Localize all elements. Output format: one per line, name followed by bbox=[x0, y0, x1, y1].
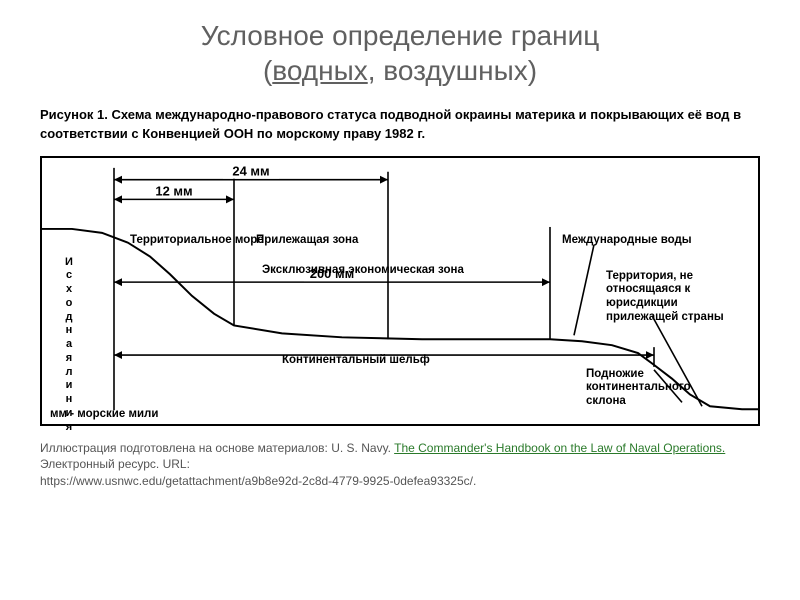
svg-text:12 мм: 12 мм bbox=[155, 183, 192, 198]
zone-international-waters: Международные воды bbox=[562, 234, 692, 248]
zone-slope-foot: Подножие континентального склона bbox=[586, 368, 726, 409]
zone-territorial-sea: Территориальное море bbox=[130, 234, 264, 248]
maritime-zones-diagram: 12 мм24 мм200 мм Исходнаялиния Территори… bbox=[40, 156, 760, 426]
slide-title: Условное определение границ (водных, воз… bbox=[40, 18, 760, 88]
figure-caption: Рисунок 1. Схема международно-правового … bbox=[40, 106, 760, 144]
zone-continental-shelf: Континентальный шельф bbox=[282, 354, 430, 368]
svg-text:24 мм: 24 мм bbox=[232, 164, 269, 179]
zone-outside-jurisdiction: Территория, не относящаяся к юрисдикции … bbox=[606, 270, 746, 325]
mm-legend: мм - морские мили bbox=[50, 408, 158, 420]
zone-contiguous-zone: Прилежащая зона bbox=[256, 234, 358, 248]
attribution: Иллюстрация подготовлена на основе матер… bbox=[40, 440, 760, 490]
zone-eez: Эксклюзивная экономическая зона bbox=[262, 264, 464, 278]
